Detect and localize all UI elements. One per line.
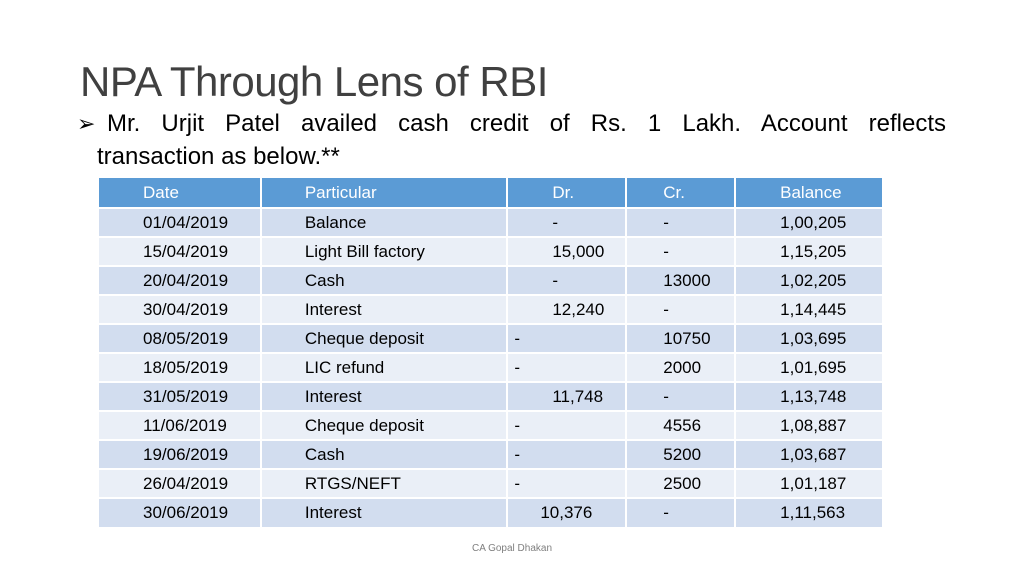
table-row: 11/06/2019 Cheque deposit -4556 1,08,887 xyxy=(99,410,884,440)
table-row: 19/06/2019 Cash -5200 1,03,687 xyxy=(99,439,884,469)
header-dr: Dr. xyxy=(507,178,628,208)
header-date: Date xyxy=(99,178,262,208)
cell-dr: 15,000 xyxy=(507,236,628,266)
cell-balance: 1,01,187 xyxy=(735,468,884,498)
cell-balance: 1,01,695 xyxy=(735,352,884,382)
cell-date: 30/06/2019 xyxy=(99,497,262,527)
cell-cr: - xyxy=(626,207,737,237)
cell-balance: 1,02,205 xyxy=(735,265,884,295)
cell-particular: Cash xyxy=(260,439,509,469)
cell-date: 31/05/2019 xyxy=(99,381,262,411)
cell-balance: 1,13,748 xyxy=(735,381,884,411)
cell-cr: - xyxy=(626,294,737,324)
cell-balance: 1,03,695 xyxy=(735,323,884,353)
cell-dr: - xyxy=(507,410,628,440)
cell-cr: 2000 xyxy=(626,352,737,382)
cell-balance: 1,08,887 xyxy=(735,410,884,440)
cell-dr: - xyxy=(507,265,628,295)
slide-title: NPA Through Lens of RBI xyxy=(80,58,548,105)
cell-dr: - xyxy=(507,439,628,469)
cell-cr: - xyxy=(626,236,737,266)
table-row: 15/04/2019 Light Bill factory 15,000-1,15,… xyxy=(99,236,884,266)
table-row: 18/05/2019 LIC refund -2000 1,01,695 xyxy=(99,352,884,382)
table-row: 20/04/2019 Cash -13000 1,02,205 xyxy=(99,265,884,295)
cell-particular: Interest xyxy=(260,294,509,324)
header-cr: Cr. xyxy=(626,178,737,208)
cell-date: 08/05/2019 xyxy=(99,323,262,353)
cell-particular: Cheque deposit xyxy=(260,410,509,440)
cell-cr: - xyxy=(626,497,737,527)
cell-dr: 11,748 xyxy=(507,381,628,411)
cell-date: 15/04/2019 xyxy=(99,236,262,266)
cell-dr: - xyxy=(507,323,628,353)
bullet-text-line2: transaction as below.** xyxy=(97,143,340,170)
cell-dr: 10,376 xyxy=(507,497,628,527)
cell-date: 20/04/2019 xyxy=(99,265,262,295)
cell-cr: 10750 xyxy=(626,323,737,353)
bullet-point: ➢ Mr. Urjit Patel availed cash credit of… xyxy=(77,107,946,173)
cell-balance: 1,00,205 xyxy=(735,207,884,237)
cell-date: 01/04/2019 xyxy=(99,207,262,237)
cell-particular: Cheque deposit xyxy=(260,323,509,353)
cell-particular: RTGS/NEFT xyxy=(260,468,509,498)
table-row: 30/04/2019 Interest 12,240-1,14,445 xyxy=(99,294,884,324)
table-row: 08/05/2019 Cheque deposit -10750 1,03,695 xyxy=(99,323,884,353)
cell-cr: - xyxy=(626,381,737,411)
cell-balance: 1,11,563 xyxy=(735,497,884,527)
cell-cr: 5200 xyxy=(626,439,737,469)
cell-particular: Interest xyxy=(260,497,509,527)
transaction-table: Date Particular Dr. Cr. Balance 01/04/20… xyxy=(99,178,884,527)
cell-date: 18/05/2019 xyxy=(99,352,262,382)
bullet-text-line1: Mr. Urjit Patel availed cash credit of R… xyxy=(107,110,946,137)
cell-cr: 13000 xyxy=(626,265,737,295)
cell-dr: - xyxy=(507,207,628,237)
cell-particular: Light Bill factory xyxy=(260,236,509,266)
header-particular: Particular xyxy=(260,178,509,208)
cell-particular: Interest xyxy=(260,381,509,411)
cell-cr: 2500 xyxy=(626,468,737,498)
table-row: 01/04/2019 Balance - -1,00,205 xyxy=(99,207,884,237)
cell-date: 19/06/2019 xyxy=(99,439,262,469)
cell-date: 11/06/2019 xyxy=(99,410,262,440)
cell-balance: 1,14,445 xyxy=(735,294,884,324)
cell-particular: LIC refund xyxy=(260,352,509,382)
cell-date: 26/04/2019 xyxy=(99,468,262,498)
cell-balance: 1,15,205 xyxy=(735,236,884,266)
cell-balance: 1,03,687 xyxy=(735,439,884,469)
cell-dr: - xyxy=(507,352,628,382)
table-row: 31/05/2019 Interest 11,748-1,13,748 xyxy=(99,381,884,411)
table-header-row: Date Particular Dr. Cr. Balance xyxy=(99,178,884,208)
cell-date: 30/04/2019 xyxy=(99,294,262,324)
footer-credit: CA Gopal Dhakan xyxy=(471,543,553,554)
cell-cr: 4556 xyxy=(626,410,737,440)
cell-dr: 12,240 xyxy=(507,294,628,324)
cell-particular: Cash xyxy=(260,265,509,295)
cell-particular: Balance xyxy=(260,207,509,237)
table-row: 30/06/2019 Interest 10,376-1,11,563 xyxy=(99,497,884,527)
arrow-bullet-icon: ➢ xyxy=(77,111,96,136)
cell-dr: - xyxy=(507,468,628,498)
table-row: 26/04/2019 RTGS/NEFT -2500 1,01,187 xyxy=(99,468,884,498)
header-balance: Balance xyxy=(735,178,884,208)
